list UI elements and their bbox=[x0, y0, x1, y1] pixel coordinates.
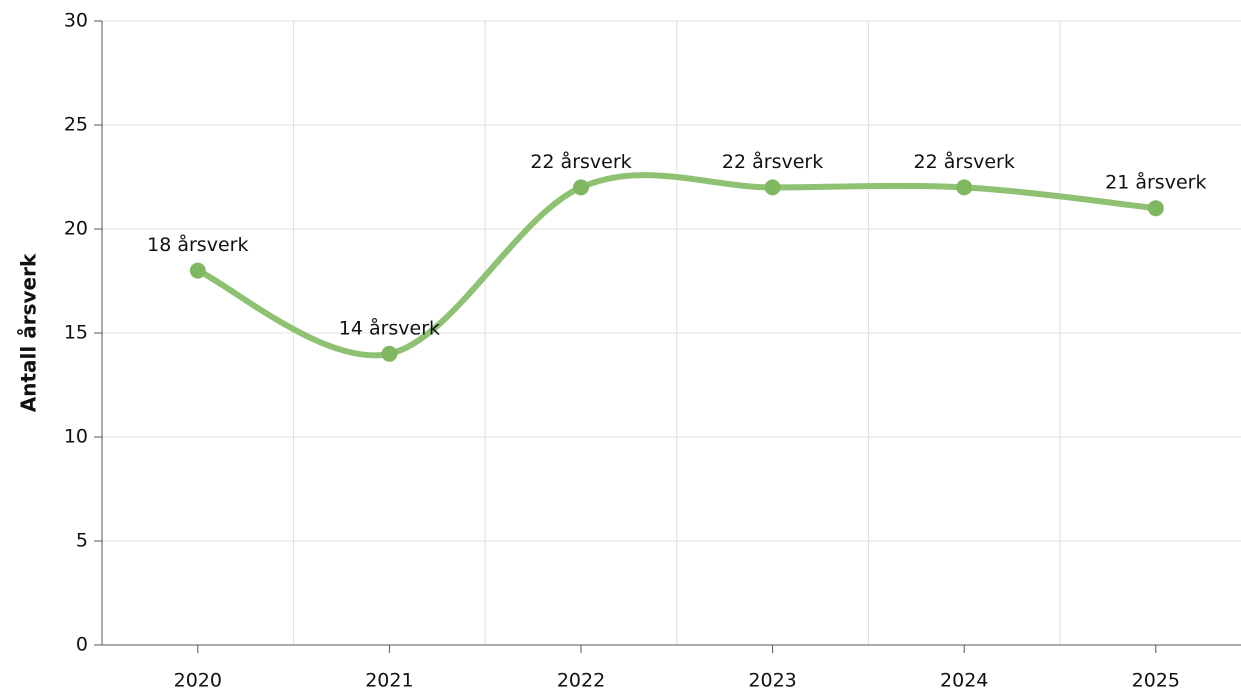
x-tick-label: 2024 bbox=[940, 670, 988, 691]
point bbox=[381, 345, 398, 362]
point bbox=[956, 179, 973, 196]
y-tick-label: 15 bbox=[64, 322, 88, 344]
y-tick-label: 20 bbox=[64, 218, 88, 240]
x-tick-label: 2022 bbox=[557, 670, 605, 691]
y-tick-label: 30 bbox=[64, 10, 88, 32]
value-label: 18 årsverk bbox=[147, 233, 248, 256]
value-label: 22 årsverk bbox=[530, 150, 631, 173]
point bbox=[189, 262, 206, 279]
y-axis-label: Antall årsverk bbox=[17, 253, 41, 412]
point bbox=[1147, 200, 1164, 217]
y-tick-label: 10 bbox=[64, 426, 88, 448]
point bbox=[764, 179, 781, 196]
x-tick-label: 2025 bbox=[1132, 670, 1180, 691]
point bbox=[573, 179, 589, 196]
y-tick-label: 5 bbox=[76, 530, 88, 552]
x-tick-label: 2023 bbox=[748, 670, 796, 691]
line bbox=[194, 172, 1159, 359]
y-tick-label: 0 bbox=[76, 634, 88, 656]
x-tick-label: 2021 bbox=[365, 670, 413, 691]
value-label: 22 årsverk bbox=[722, 150, 823, 173]
value-label: 22 årsverk bbox=[914, 150, 1015, 173]
y-tick-label: 25 bbox=[64, 114, 88, 136]
x-tick-label: 2020 bbox=[174, 670, 222, 691]
value-label: 14 årsverk bbox=[339, 316, 440, 339]
value-label: 21 årsverk bbox=[1105, 171, 1206, 194]
